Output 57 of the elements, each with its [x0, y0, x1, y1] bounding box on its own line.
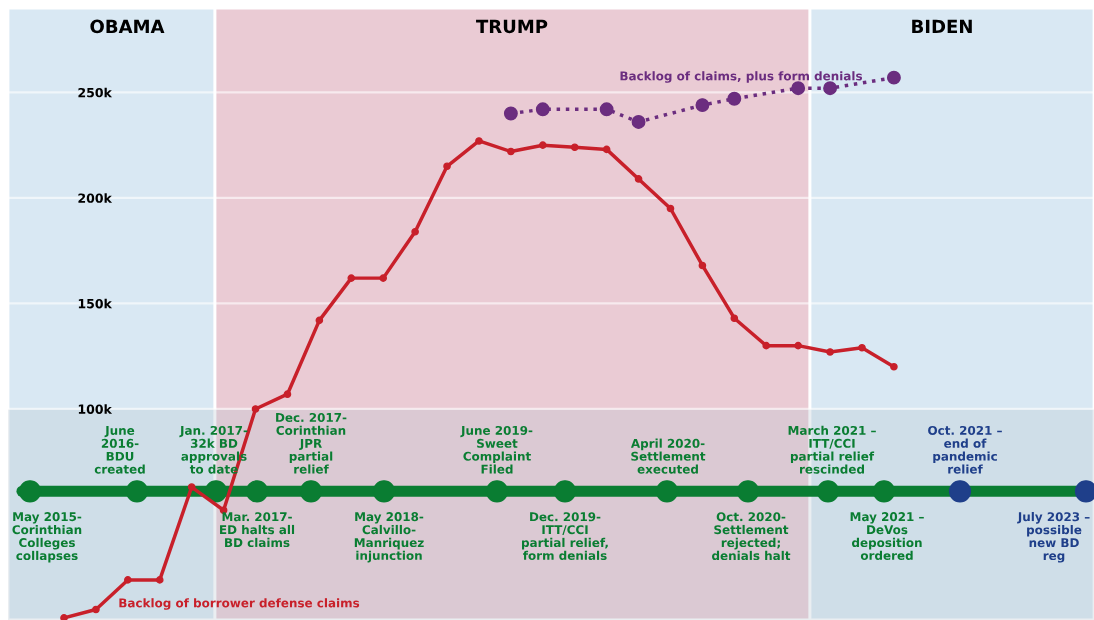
point	[283, 390, 292, 399]
annotation: OBAMA	[90, 19, 165, 34]
point	[187, 483, 196, 491]
y-tick-label: 150k	[78, 298, 113, 309]
point	[823, 81, 838, 96]
point	[507, 147, 515, 156]
point	[475, 137, 483, 145]
annotation: May 2021 – DeVos deposition ordered	[850, 512, 924, 561]
point	[411, 227, 419, 236]
point	[60, 614, 68, 620]
point	[602, 145, 611, 154]
point	[890, 362, 898, 371]
annotation: April 2020- Settlement executed	[630, 438, 706, 474]
text: July 2023 – possible new BD reg	[1017, 512, 1090, 563]
point	[698, 261, 707, 270]
y-tick-label: 100k	[78, 404, 113, 414]
annotation: TRUMP	[476, 19, 548, 34]
annotation: May 2015- Corinthian Colleges collapses	[12, 512, 82, 563]
annotation: May 2018- Calvillo- Manriquez injunction	[354, 512, 424, 563]
point	[794, 341, 802, 350]
text: Oct. 2021 – end of pandemic relief	[928, 425, 1002, 474]
annotation: Dec. 2019- ITT/CCI partial relief, form denials	[522, 512, 608, 561]
point	[727, 91, 742, 106]
point	[666, 204, 675, 213]
point	[570, 143, 579, 152]
annotation: Oct. 2020- Settlement rejected; denials halt	[712, 512, 791, 561]
point	[858, 343, 866, 352]
point	[443, 162, 451, 171]
point	[599, 102, 614, 117]
point	[347, 274, 356, 282]
annotation: June 2019- Sweet Complaint Filed	[460, 425, 533, 474]
point	[730, 314, 739, 323]
y-tick-label: 200k	[78, 193, 113, 203]
series-label: Backlog of borrower defense claims	[119, 598, 360, 610]
point	[886, 70, 901, 85]
annotation: Mar. 2017- ED halts all BD claims	[220, 512, 295, 548]
point	[535, 102, 550, 117]
text: BIDEN	[912, 19, 972, 33]
point	[826, 348, 834, 356]
point	[791, 81, 806, 96]
point	[315, 316, 324, 325]
point	[124, 576, 132, 584]
point	[762, 341, 771, 350]
y-tick-label: 250k	[78, 87, 113, 98]
point	[92, 605, 100, 614]
point	[634, 175, 643, 183]
point	[631, 115, 646, 129]
point	[155, 576, 164, 584]
annotation: March 2021 – ITT/CCI partial relief rescinded	[788, 425, 876, 474]
point	[538, 141, 547, 149]
series-label: Backlog of claims, plus form denials	[620, 71, 863, 83]
point	[503, 106, 518, 121]
point	[251, 405, 260, 413]
point	[379, 274, 388, 282]
annotation: June 2016- BDU created	[94, 426, 145, 474]
point	[695, 98, 710, 113]
annotation: Dec. 2017- Corinthian JPR partial relief	[276, 412, 347, 474]
